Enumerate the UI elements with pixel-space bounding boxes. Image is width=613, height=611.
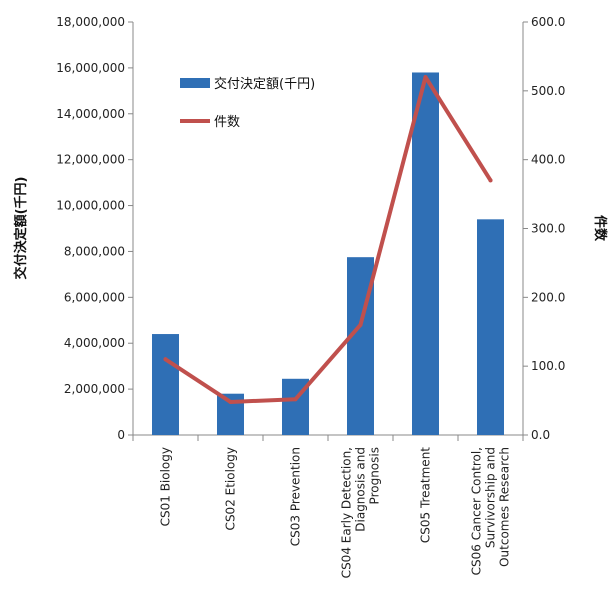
y-tick-label: 2,000,000 [64,382,125,396]
y-tick-label: 0 [117,428,125,442]
y-tick-label: 4,000,000 [64,336,125,350]
y-axis-title: 交付決定額(千円) [13,177,29,280]
x-tick-label: CS04 Early Detection, [340,447,354,578]
x-tick-label: CS05 Treatment [419,447,433,543]
bar [412,72,439,435]
y2-tick-label: 200.0 [531,290,565,304]
y2-tick-label: 400.0 [531,153,565,167]
y2-tick-label: 100.0 [531,359,565,373]
y2-axis-title: 件数 [592,215,608,242]
y2-tick-label: 600.0 [531,15,565,29]
y2-tick-label: 500.0 [531,84,565,98]
x-tick-label: CS03 Prevention [289,447,303,546]
legend-label-line: 件数 [214,115,240,130]
line-point [163,357,168,362]
line-point [293,397,298,402]
bar [152,334,179,435]
y2-tick-label: 0.0 [531,428,550,442]
line-point [488,178,493,183]
legend-label-bar: 交付決定額(千円) [214,76,315,92]
y-tick-label: 12,000,000 [56,153,125,167]
y-tick-label: 18,000,000 [56,15,125,29]
y2-tick-label: 300.0 [531,222,565,236]
labels-layer: 交付決定額(千円) 件数 CS01 Biology CS02 Etiology CS03… [13,177,608,579]
line-point [228,399,233,404]
y-tick-label: 16,000,000 [56,61,125,75]
y-tick-label: 6,000,000 [64,290,125,304]
line-point [358,322,363,327]
y-tick-label: 10,000,000 [56,199,125,213]
y-tick-label: 14,000,000 [56,107,125,121]
y-tick-label: 8,000,000 [64,244,125,258]
legend: 交付決定額(千円) 件数 [180,76,315,130]
axes-layer: 0 2,000,000 4,000,000 6,000,000 8,000,000 10,… [56,15,565,442]
line-point [423,75,428,80]
x-tick-label: CS01 Biology [159,447,173,526]
legend-swatch-bar [180,78,210,88]
x-tick-label: Survivorship and [484,447,498,548]
x-tick-label: Outcomes Research [498,447,512,567]
x-tick-label: CS06 Cancer Control, [470,447,484,575]
x-tick-label: CS02 Etiology [224,447,238,530]
line-layer [163,75,493,404]
x-tick-label: Prognosis [368,447,382,504]
count-line [163,75,493,404]
x-tick-label: Diagnosis and [354,447,368,532]
bar [477,219,504,435]
